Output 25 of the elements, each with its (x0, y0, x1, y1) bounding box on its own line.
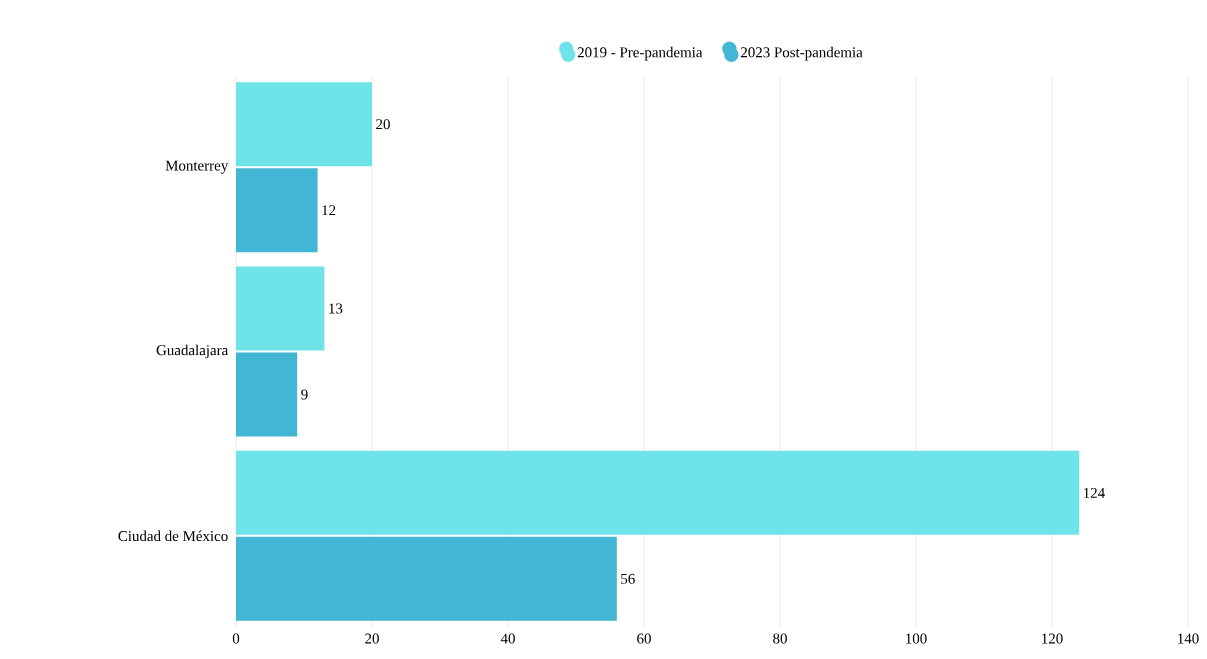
data-label: 124 (1084, 487, 1105, 498)
bar (236, 450, 1080, 535)
legend-label: 2019 - Pre-pandemia (577, 46, 703, 61)
bar (236, 352, 298, 437)
legend-label: 2023 Post-pandemia (741, 46, 863, 61)
data-label: 56 (621, 573, 635, 584)
x-tick-label: 140 (1178, 633, 1199, 644)
y-tick-label: Guadalajara (156, 344, 229, 359)
x-tick-label: 120 (1042, 633, 1063, 644)
data-label: 13 (329, 303, 343, 314)
bar (236, 536, 617, 621)
x-tick-label: 20 (365, 633, 379, 644)
y-tick-label: Ciudad de México (118, 530, 228, 542)
y-tick-label: Monterrey (165, 160, 229, 174)
x-tick-label: 60 (637, 633, 651, 644)
bar (236, 266, 325, 351)
data-label: 9 (301, 389, 308, 400)
bar (236, 82, 372, 167)
x-tick-label: 0 (232, 633, 240, 644)
data-label: 12 (322, 205, 336, 216)
x-tick-label: 100 (906, 633, 927, 644)
x-tick-label: 80 (773, 633, 787, 644)
data-label: 20 (376, 119, 390, 130)
bar (236, 168, 318, 253)
x-tick-label: 40 (500, 633, 515, 644)
